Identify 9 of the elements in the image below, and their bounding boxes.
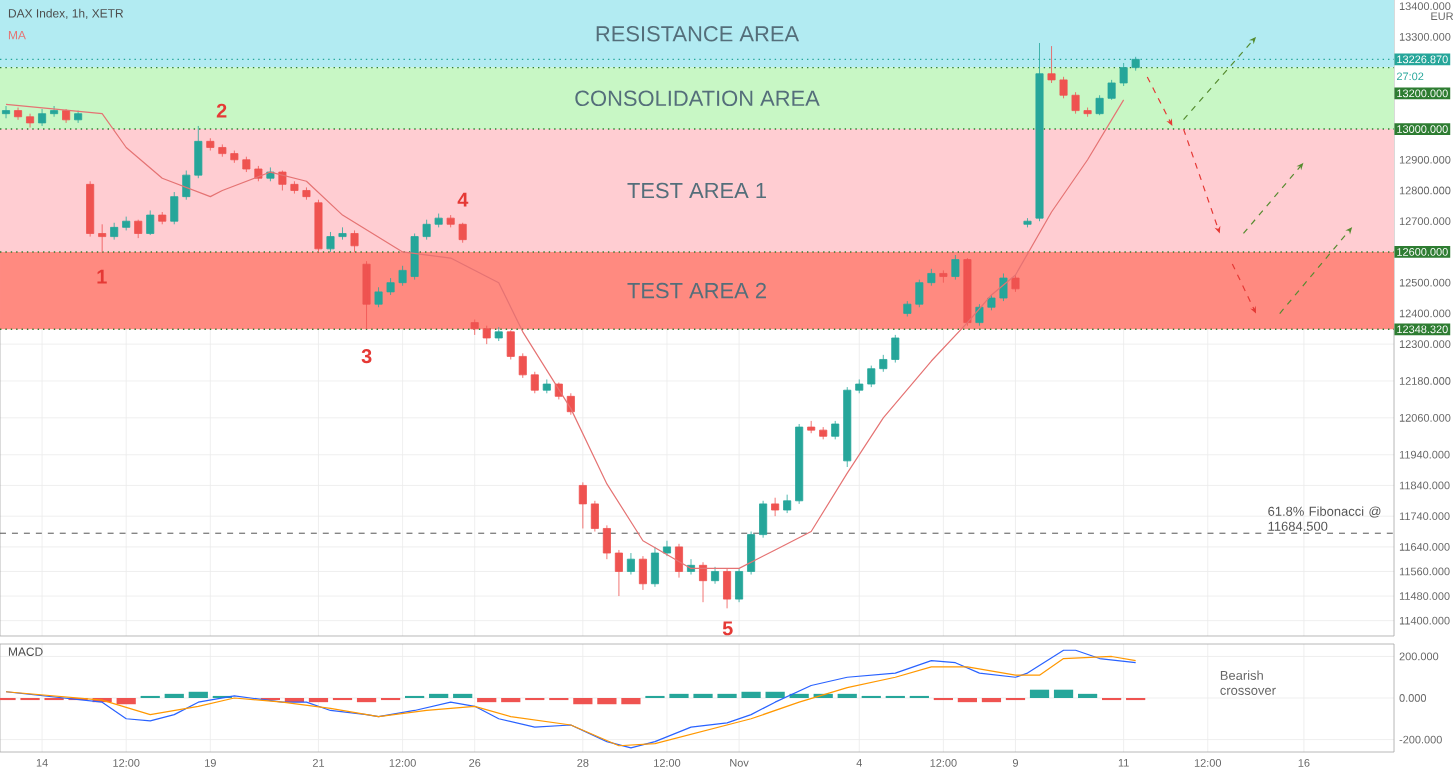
band-label: CONSOLIDATION AREA bbox=[575, 90, 820, 107]
band-label: TEST AREA 1 bbox=[627, 182, 766, 199]
annotation: 2 bbox=[216, 103, 227, 118]
band-label: RESISTANCE AREA bbox=[596, 26, 800, 42]
annotation: 5 bbox=[722, 621, 733, 636]
band-label: TEST AREA 2 bbox=[627, 282, 766, 299]
annotation: 1 bbox=[97, 269, 107, 284]
annotation: 3 bbox=[361, 349, 372, 364]
annotation: 4 bbox=[457, 192, 469, 207]
